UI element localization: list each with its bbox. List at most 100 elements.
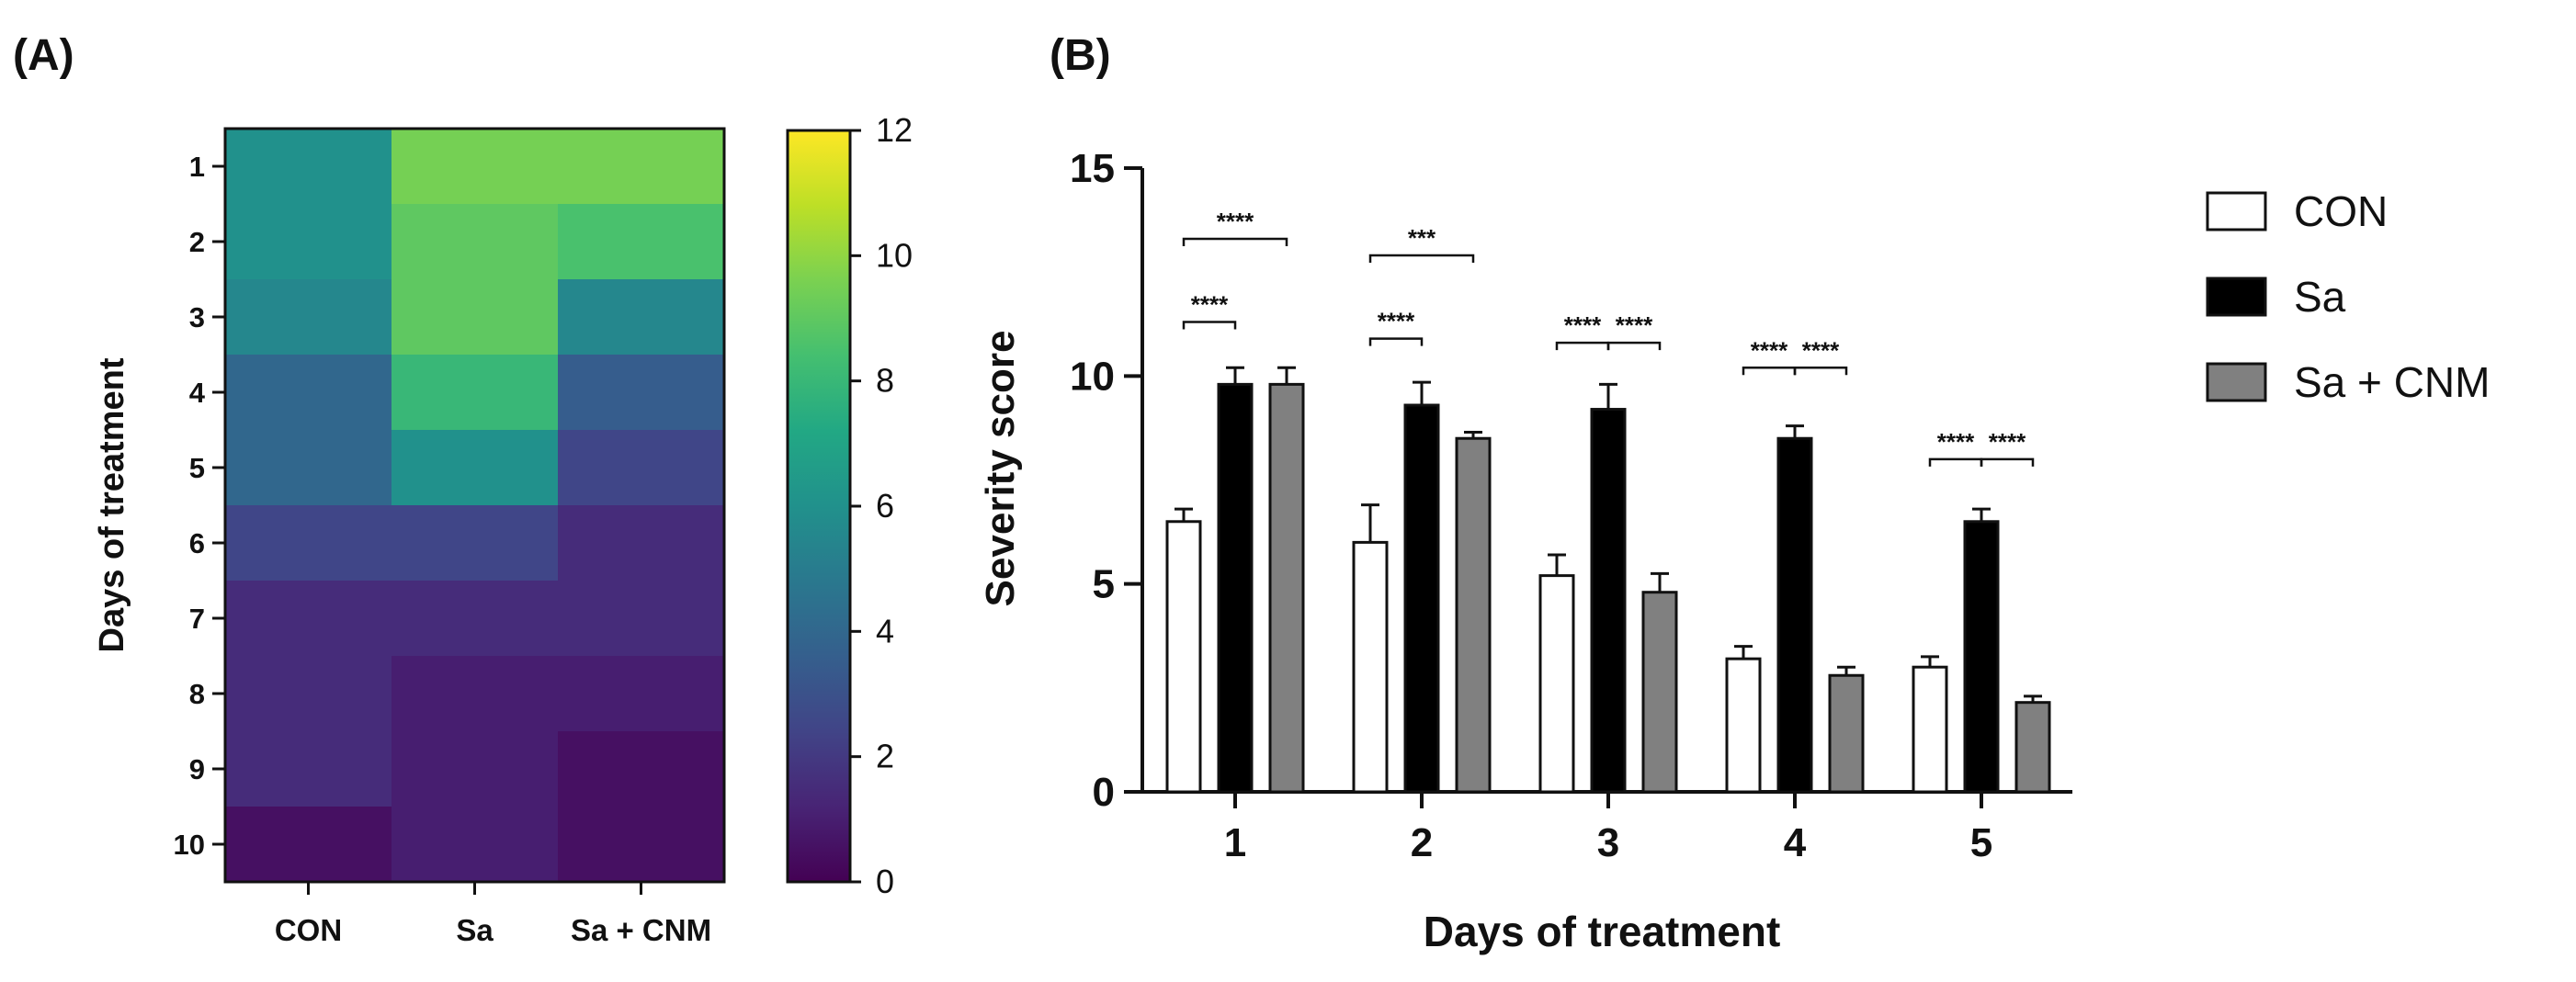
heatmap-cell (225, 581, 392, 657)
bar-sa-cnm (1641, 591, 1678, 794)
panel-label-b: (B) (1050, 31, 1111, 80)
heatmap-cell (392, 581, 559, 657)
significance-stars: **** (1802, 336, 1840, 364)
heatmap-cell (392, 505, 559, 581)
heatmap-cell (392, 129, 559, 205)
legend-label: Sa + CNM (2294, 358, 2490, 406)
significance-stars: **** (1989, 428, 2026, 456)
heatmap-y-axis-title: Days of treatment (93, 357, 131, 652)
legend-label: Sa (2294, 273, 2346, 321)
significance-stars: **** (1751, 336, 1788, 364)
heatmap-row-label: 1 (189, 151, 205, 183)
panel-label-a: (A) (13, 31, 74, 80)
bar-sa-cnm (1455, 436, 1492, 794)
heatmap-cell (225, 731, 392, 807)
significance-bracket (1555, 341, 1610, 351)
bar-x-tick-label: 3 (1597, 820, 1619, 865)
bar-sa (1590, 408, 1627, 794)
bar-y-tick-label: 0 (1093, 770, 1115, 815)
heatmap-cell (558, 204, 725, 280)
heatmap-cell (558, 129, 725, 205)
heatmap-column-label: CON (275, 913, 342, 947)
heatmap-cell (392, 204, 559, 280)
bar-x-ticks: 1 2 3 4 5 (1224, 792, 1992, 865)
legend-label: CON (2294, 187, 2388, 235)
legend-swatch (2206, 277, 2267, 317)
bar-sa-cnm (1828, 673, 1865, 794)
legend-swatch (2206, 191, 2267, 231)
bar-sa-cnm (1268, 382, 1305, 794)
bar-y-tick-label: 10 (1070, 354, 1115, 399)
colorbar-tick-label: 6 (876, 487, 894, 525)
heatmap-cell (558, 656, 725, 732)
bar-x-tick-label: 5 (1970, 820, 1992, 865)
heatmap-cell (558, 807, 725, 883)
heatmap-row-label: 8 (189, 678, 205, 710)
heatmap-cell (392, 656, 559, 732)
bar-chart-bars (1165, 366, 2051, 794)
bar-con (1165, 520, 1202, 794)
bar-sa (1963, 520, 2000, 794)
bar-x-tick-label: 4 (1784, 820, 1807, 865)
colorbar-tick-label: 10 (876, 236, 913, 274)
heatmap-row-label: 10 (174, 829, 205, 861)
heatmap-cell (225, 279, 392, 356)
colorbar-tick-label: 4 (876, 612, 894, 649)
bar-y-ticks: 0 5 10 15 (1070, 146, 1142, 815)
heatmap-row-label: 4 (189, 377, 206, 409)
heatmap-column-label: Sa (456, 913, 494, 947)
heatmap-cell (558, 731, 725, 807)
heatmap-column-ticks: CON Sa Sa + CNM (275, 882, 711, 947)
heatmap-row-label: 7 (189, 603, 205, 635)
bar-y-tick-label: 15 (1070, 146, 1115, 191)
legend: CON Sa Sa + CNM (2206, 187, 2490, 406)
significance-bracket (1368, 337, 1424, 346)
bar-x-axis-title: Days of treatment (1424, 908, 1781, 955)
bar-con (1725, 657, 1762, 794)
bar-sa-cnm (2014, 701, 2051, 794)
heatmap-cell (558, 355, 725, 431)
bar-y-tick-label: 5 (1093, 562, 1115, 607)
colorbar-tick-label: 12 (876, 111, 913, 149)
bar-con (1538, 574, 1575, 794)
heatmap-row-label: 9 (189, 753, 205, 785)
significance-bracket (1793, 367, 1848, 376)
heatmap-cell (558, 279, 725, 356)
significance-stars: **** (1616, 311, 1653, 339)
heatmap-cell (558, 505, 725, 581)
heatmap-row-ticks: 1 2 3 4 5 6 7 8 9 10 (174, 151, 225, 861)
significance-bracket (1368, 254, 1475, 264)
significance-bracket (1606, 341, 1662, 351)
heatmap-cell (225, 656, 392, 732)
legend-swatch (2206, 362, 2267, 402)
significance-bracket (1742, 367, 1797, 376)
bar-sa (1403, 403, 1440, 794)
significance-stars: **** (1191, 290, 1229, 318)
bar-y-axis-title: Severity score (978, 331, 1023, 607)
bar-sa (1776, 436, 1813, 794)
heatmap-row-label: 6 (189, 527, 205, 559)
bar-x-tick-label: 2 (1411, 820, 1433, 865)
heatmap-cell (392, 279, 559, 356)
colorbar (786, 129, 852, 884)
bar-con (1352, 540, 1389, 794)
colorbar-tick-label: 2 (876, 738, 894, 775)
heatmap-cell (225, 430, 392, 506)
significance-stars: *** (1408, 224, 1436, 252)
significance-bracket (1980, 457, 2035, 467)
bar-sa (1217, 382, 1254, 794)
heatmap-cell (392, 430, 559, 506)
heatmap-cell (225, 129, 392, 205)
heatmap-cell (225, 355, 392, 431)
heatmap-cell (225, 204, 392, 280)
heatmap-row-label: 5 (189, 452, 205, 484)
significance-stars: **** (1564, 311, 1602, 339)
heatmap-cell (392, 807, 559, 883)
heatmap-cell (225, 505, 392, 581)
heatmap-cell (558, 430, 725, 506)
heatmap-cell (392, 355, 559, 431)
significance-stars: **** (1217, 208, 1254, 235)
bar-con (1912, 665, 1948, 794)
heatmap-row-label: 3 (189, 301, 205, 333)
significance-stars: **** (1378, 308, 1415, 335)
